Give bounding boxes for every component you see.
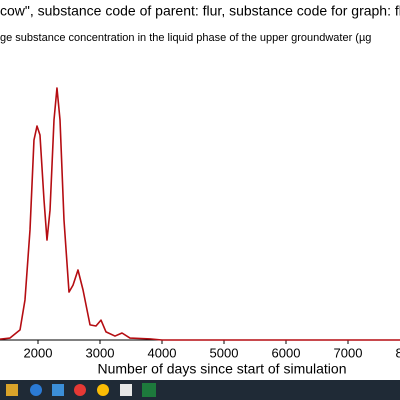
chart-title: cow", substance code of parent: flur, su… <box>0 3 400 19</box>
x-tick-label: 2000 <box>24 345 53 360</box>
x-tick-label: 3000 <box>86 345 115 360</box>
x-tick-label: 8000 <box>396 345 400 360</box>
taskbar-icon[interactable] <box>142 383 156 397</box>
chart-subtitle: ge substance concentration in the liquid… <box>0 32 371 44</box>
taskbar-icon[interactable] <box>30 384 42 396</box>
taskbar <box>0 380 400 400</box>
taskbar-icon[interactable] <box>120 384 132 396</box>
taskbar-icon[interactable] <box>74 384 86 396</box>
taskbar-icon[interactable] <box>6 384 18 396</box>
x-tick-label: 7000 <box>334 345 363 360</box>
data-line <box>0 87 400 341</box>
x-axis-label: Number of days since start of simulation <box>98 361 347 377</box>
x-tick-label: 4000 <box>148 345 177 360</box>
x-tick-label: 5000 <box>210 345 239 360</box>
x-tick-label: 6000 <box>272 345 301 360</box>
taskbar-icon[interactable] <box>97 384 109 396</box>
taskbar-icon[interactable] <box>52 384 64 396</box>
